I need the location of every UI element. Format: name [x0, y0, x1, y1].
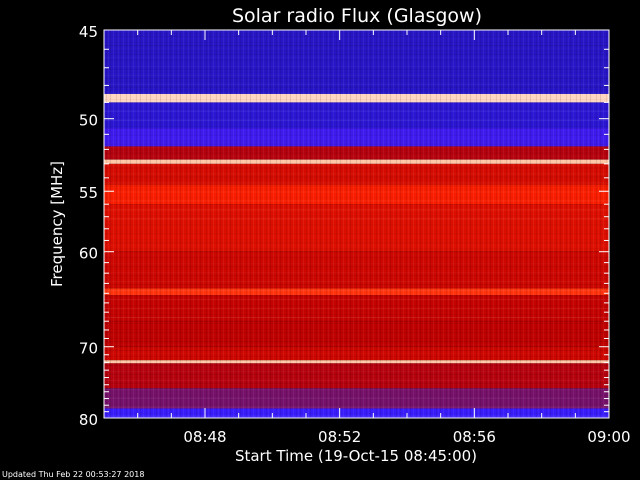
x-tick-label: 08:48 — [183, 428, 226, 446]
plot-frame — [103, 29, 610, 419]
x-axis: 08:48 08:52 08:56 09:00 — [137, 30, 631, 446]
y-tick-label: 70 — [79, 340, 98, 358]
updated-timestamp: Updated Thu Feb 22 00:53:27 2018 — [2, 470, 145, 479]
x-axis-label: Start Time (19-Oct-15 08:45:00) — [235, 447, 477, 465]
spectrogram-texture — [104, 30, 609, 418]
y-tick-label: 55 — [79, 184, 98, 202]
y-tick-label: 45 — [79, 23, 98, 41]
y-axis-label: Frequency [MHz] — [48, 161, 66, 287]
y-tick-label: 80 — [79, 411, 98, 429]
x-tick-label: 09:00 — [587, 428, 630, 446]
x-tick-label: 08:52 — [318, 428, 361, 446]
y-tick-label: 50 — [79, 112, 98, 130]
chart-title: Solar radio Flux (Glasgow) — [232, 5, 482, 27]
y-tick-label: 60 — [79, 245, 98, 263]
y-axis: 45 50 55 60 70 80 — [79, 23, 609, 429]
x-tick-label: 08:56 — [453, 428, 496, 446]
